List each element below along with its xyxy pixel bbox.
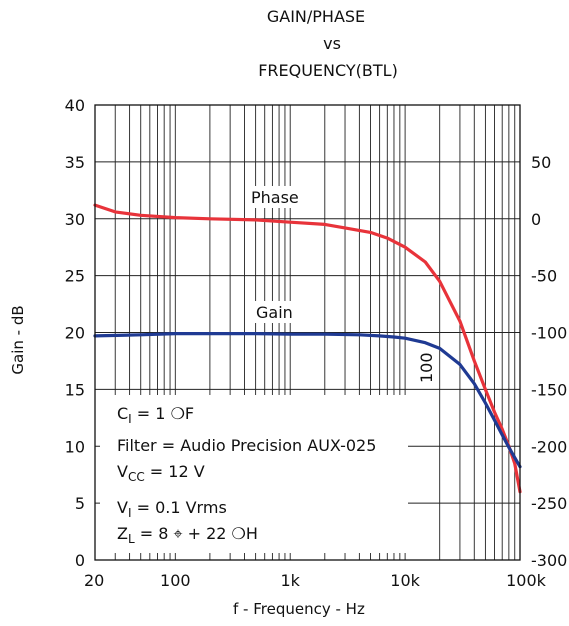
phase-label-bg bbox=[246, 186, 302, 208]
y2-tick-label: -100 bbox=[531, 324, 567, 343]
chart-title-line-2: vs bbox=[323, 34, 341, 53]
y2-axis-ticks: 50 0 -50 -100 -150 -200 -250 -300 bbox=[531, 153, 567, 570]
y2-tick-label: -200 bbox=[531, 437, 567, 456]
y2-tick-label: 50 bbox=[531, 153, 551, 172]
y-tick-label: 35 bbox=[65, 153, 85, 172]
gain-series-label: Gain bbox=[256, 303, 293, 322]
condition-line: CI = 1 ❍F bbox=[117, 404, 194, 426]
conditions-box bbox=[100, 395, 408, 553]
x-tick-label: 10k bbox=[390, 571, 420, 590]
conditions-text: CI = 1 ❍F Filter = Audio Precision AUX-02… bbox=[117, 404, 376, 546]
y2-tick-label: 0 bbox=[531, 210, 541, 229]
x-axis-ticks: 20 100 1k 10k 100k bbox=[84, 571, 547, 590]
y-tick-label: 40 bbox=[65, 96, 85, 115]
chart-title-line-3: FREQUENCY(BTL) bbox=[258, 61, 398, 80]
y2-tick-label: -300 bbox=[531, 551, 567, 570]
gain-label-bg bbox=[251, 301, 297, 323]
y-tick-label: 20 bbox=[65, 324, 85, 343]
y2-tick-label: -50 bbox=[531, 267, 557, 286]
phase-series-line bbox=[93, 203, 522, 494]
y-tick-label: 25 bbox=[65, 267, 85, 286]
y-axis-label: Gain - dB bbox=[9, 305, 27, 374]
condition-line: ZL = 8 ⌖ + 22 ❍H bbox=[117, 524, 258, 546]
x-axis-label: f - Frequency - Hz bbox=[233, 600, 365, 618]
y-tick-label: 0 bbox=[75, 551, 85, 570]
chart-title-line-1: GAIN/PHASE bbox=[267, 7, 365, 26]
x-tick-label: 1k bbox=[280, 571, 300, 590]
plot-frame bbox=[94, 104, 521, 561]
phase-series-label: Phase bbox=[251, 188, 299, 207]
y2-tick-label: -150 bbox=[531, 380, 567, 399]
y2-tick-label: -250 bbox=[531, 494, 567, 513]
y-tick-label: 30 bbox=[65, 210, 85, 229]
condition-line: VCC = 12 V bbox=[117, 462, 205, 484]
y-tick-label: 5 bbox=[75, 494, 85, 513]
y-tick-label: 10 bbox=[65, 437, 85, 456]
condition-line: Filter = Audio Precision AUX-025 bbox=[117, 436, 376, 455]
gain-series-line bbox=[93, 332, 522, 469]
series-layer bbox=[93, 203, 522, 494]
x-tick-label: 100k bbox=[506, 571, 547, 590]
x-tick-label: 20 bbox=[84, 571, 104, 590]
y-tick-label: 15 bbox=[65, 380, 85, 399]
y-axis-ticks: 0 5 10 15 20 25 30 35 40 bbox=[65, 96, 85, 570]
condition-line: VI = 0.1 Vrms bbox=[117, 498, 227, 520]
x-tick-label: 100 bbox=[160, 571, 191, 590]
conditions-box-bg bbox=[100, 395, 408, 553]
rotated-100-label: 100 bbox=[417, 352, 436, 383]
